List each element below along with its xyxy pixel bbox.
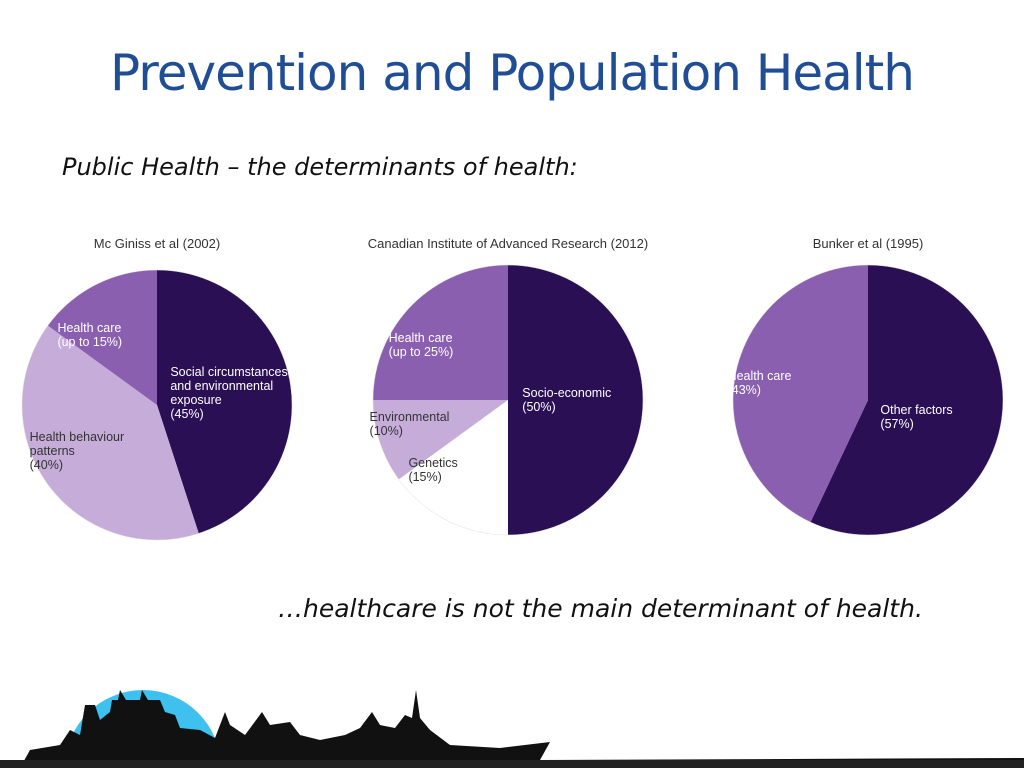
slice-category: Health care — [727, 368, 792, 383]
slice-label: Environmental (10%) — [370, 410, 498, 438]
slice-value-label: (45%) — [170, 406, 204, 421]
footer-note: …healthcare is not the main determinant … — [278, 594, 923, 623]
slice-value-label: (15%) — [408, 469, 442, 484]
slice-category: Environmental — [369, 410, 450, 425]
slice-value-label: (57%) — [880, 417, 914, 432]
slice-category: Other factors — [880, 403, 953, 418]
subtitle: Public Health – the determinants of heal… — [62, 153, 578, 181]
slice-category: Health care — [57, 321, 122, 336]
pie-slice — [21, 325, 199, 540]
ground — [0, 760, 1024, 768]
slice-label: Socio-economic (50%) — [522, 386, 650, 414]
chart-title: Mc Giniss et al (2002) — [93, 236, 221, 251]
slice-category: Social circumstances and environmental e… — [170, 364, 288, 407]
slice-label: Other factors (57%) — [880, 403, 1008, 431]
chart-title: Canadian Institute of Advanced Research … — [367, 236, 649, 251]
slice-category: Health behaviour patterns — [29, 430, 125, 459]
slice-label: Genetics (15%) — [408, 456, 536, 484]
pie-outline — [372, 264, 644, 536]
slice-label: Social circumstances and environmental e… — [170, 365, 298, 421]
pie-slice — [373, 400, 508, 480]
pie-slice — [732, 265, 868, 523]
slice-category: Genetics — [408, 455, 458, 470]
pie-slice — [810, 265, 1003, 535]
skyline — [0, 690, 1024, 768]
slide-title: Prevention and Population Health — [110, 44, 915, 102]
slice-value-label: (10%) — [369, 424, 403, 439]
slice-value-label: (up to 15%) — [57, 335, 123, 350]
slice-value-label: (50%) — [522, 400, 556, 414]
pie-slice — [373, 265, 508, 400]
slice-label: Health care (43%) — [728, 369, 856, 397]
pie-outline — [732, 264, 1004, 536]
pie-slice — [508, 265, 643, 535]
slice-value-label: (43%) — [727, 382, 761, 397]
pie-slice — [157, 270, 292, 534]
chart-title: Bunker et al (1995) — [812, 236, 924, 251]
slice-category: Socio-economic — [522, 386, 612, 400]
slice-label: Health care (up to 25%) — [389, 331, 517, 359]
slice-value-label: (40%) — [29, 458, 63, 473]
pie-outline — [21, 269, 293, 541]
pie-slice — [47, 270, 157, 405]
pie-slice — [398, 400, 508, 535]
slice-label: Health care (up to 15%) — [57, 321, 185, 349]
slice-value-label: (up to 25%) — [388, 344, 454, 359]
skyline-silhouette — [20, 690, 1024, 768]
slice-label: Health behaviour patterns (40%) — [30, 430, 158, 472]
slice-category: Health care — [388, 330, 453, 345]
